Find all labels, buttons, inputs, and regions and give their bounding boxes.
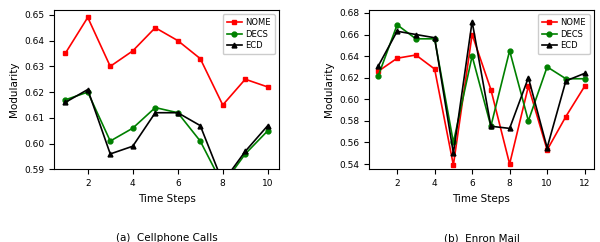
DECS: [450, 141, 457, 144]
DECS: [412, 37, 419, 40]
NOME: [129, 49, 136, 52]
NOME: [394, 57, 401, 60]
ECD: [174, 111, 181, 114]
ECD: [412, 33, 419, 36]
NOME: [62, 52, 69, 55]
DECS: [506, 49, 513, 52]
DECS: [197, 140, 204, 143]
NOME: [107, 65, 114, 68]
X-axis label: Time Steps: Time Steps: [452, 194, 511, 204]
NOME: [264, 85, 271, 88]
ECD: [62, 101, 69, 104]
DECS: [394, 23, 401, 26]
NOME: [562, 115, 569, 118]
DECS: [62, 98, 69, 101]
Line: ECD: ECD: [63, 87, 270, 185]
ECD: [562, 79, 569, 82]
DECS: [487, 125, 494, 128]
ECD: [469, 20, 476, 23]
DECS: [152, 106, 159, 109]
ECD: [219, 181, 226, 184]
NOME: [431, 68, 438, 70]
NOME: [242, 78, 249, 81]
NOME: [487, 88, 494, 91]
Legend: NOME, DECS, ECD: NOME, DECS, ECD: [223, 14, 275, 54]
DECS: [242, 152, 249, 155]
Title: (b)  Enron Mail: (b) Enron Mail: [443, 233, 520, 242]
NOME: [219, 104, 226, 106]
ECD: [487, 125, 494, 128]
ECD: [525, 76, 532, 79]
NOME: [152, 26, 159, 29]
DECS: [264, 129, 271, 132]
DECS: [107, 140, 114, 143]
NOME: [506, 163, 513, 166]
ECD: [264, 124, 271, 127]
DECS: [84, 91, 91, 94]
DECS: [544, 65, 551, 68]
DECS: [581, 77, 588, 80]
DECS: [431, 37, 438, 40]
Line: DECS: DECS: [376, 22, 587, 145]
ECD: [107, 152, 114, 155]
NOME: [84, 16, 91, 19]
Y-axis label: Modularity: Modularity: [323, 62, 334, 117]
ECD: [242, 150, 249, 153]
ECD: [129, 145, 136, 148]
Line: ECD: ECD: [376, 19, 587, 156]
NOME: [469, 33, 476, 36]
ECD: [152, 111, 159, 114]
ECD: [506, 127, 513, 130]
ECD: [375, 64, 382, 67]
Line: NOME: NOME: [376, 32, 587, 167]
Title: (a)  Cellphone Calls: (a) Cellphone Calls: [116, 233, 217, 242]
DECS: [129, 127, 136, 130]
ECD: [394, 30, 401, 33]
ECD: [450, 152, 457, 155]
Line: NOME: NOME: [63, 15, 270, 107]
ECD: [544, 146, 551, 149]
DECS: [375, 74, 382, 77]
ECD: [431, 36, 438, 39]
NOME: [450, 164, 457, 166]
DECS: [469, 55, 476, 58]
DECS: [525, 119, 532, 122]
NOME: [197, 57, 204, 60]
X-axis label: Time Steps: Time Steps: [137, 194, 196, 204]
NOME: [525, 85, 532, 88]
DECS: [562, 77, 569, 80]
NOME: [412, 53, 419, 56]
ECD: [581, 72, 588, 75]
NOME: [375, 70, 382, 73]
NOME: [544, 149, 551, 151]
ECD: [84, 88, 91, 91]
NOME: [174, 39, 181, 42]
Line: DECS: DECS: [63, 90, 270, 187]
NOME: [581, 85, 588, 88]
DECS: [219, 183, 226, 186]
ECD: [197, 124, 204, 127]
DECS: [174, 111, 181, 114]
Legend: NOME, DECS, ECD: NOME, DECS, ECD: [538, 14, 590, 54]
Y-axis label: Modularity: Modularity: [8, 62, 19, 117]
